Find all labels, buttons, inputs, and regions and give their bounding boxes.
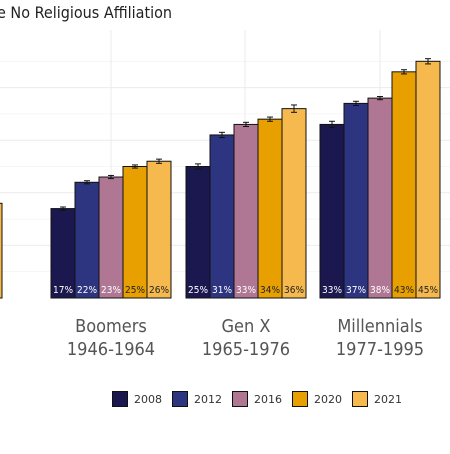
bar (258, 119, 282, 298)
bar-data-label: 45% (418, 285, 438, 296)
bar (282, 109, 306, 298)
legend-swatch (172, 391, 188, 407)
legend-label: 2012 (194, 393, 222, 406)
bar-data-label: 17% (53, 285, 73, 296)
x-tick-label-line2: 1946-1964 (67, 339, 155, 360)
bar-data-label: 23% (101, 285, 121, 296)
legend-label: 2016 (254, 393, 282, 406)
bar-data-label: 38% (370, 285, 390, 296)
legend: 2008 2012 2016 2020 2021 (112, 391, 412, 407)
bar (234, 124, 258, 298)
bar-data-label: 37% (346, 285, 366, 296)
x-tick-label-line1: Boomers (75, 316, 147, 337)
legend-swatch (112, 391, 128, 407)
bar (75, 182, 99, 298)
legend-item: 2012 (172, 391, 222, 407)
bar-data-label: 34% (260, 285, 280, 296)
legend-label: 2020 (314, 393, 342, 406)
bar (186, 167, 210, 299)
bar (123, 167, 147, 299)
bar-data-label: 31% (212, 285, 232, 296)
bar-data-label: 26% (149, 285, 169, 296)
x-tick-label-line2: 1965-1976 (202, 339, 290, 360)
legend-swatch (352, 391, 368, 407)
bar (0, 203, 2, 298)
legend-swatch (232, 391, 248, 407)
bar-data-label: 25% (188, 285, 208, 296)
bar-data-label: 43% (394, 285, 414, 296)
bar (147, 161, 171, 298)
legend-item: 2008 (112, 391, 162, 407)
bar (210, 135, 234, 298)
x-tick-label-line2: 1977-1995 (336, 339, 424, 360)
legend-label: 2008 (134, 393, 162, 406)
bar (344, 103, 368, 298)
legend-label: 2021 (374, 393, 402, 406)
bar (320, 124, 344, 298)
bar-data-label: 36% (284, 285, 304, 296)
bar (392, 72, 416, 298)
legend-item: 2021 (352, 391, 402, 407)
chart-title: e No Religious Affiliation (0, 3, 172, 22)
bar-data-label: 33% (322, 285, 342, 296)
legend-item: 2020 (292, 391, 342, 407)
bar (416, 61, 440, 298)
bar (99, 177, 123, 298)
bar (368, 98, 392, 298)
bar-data-label: 33% (236, 285, 256, 296)
x-tick-label-line1: Gen X (221, 316, 270, 337)
bar-data-label: 25% (125, 285, 145, 296)
bar-data-label: 22% (77, 285, 97, 296)
legend-item: 2016 (232, 391, 282, 407)
legend-swatch (292, 391, 308, 407)
x-tick-label-line1: Millennials (337, 316, 422, 337)
